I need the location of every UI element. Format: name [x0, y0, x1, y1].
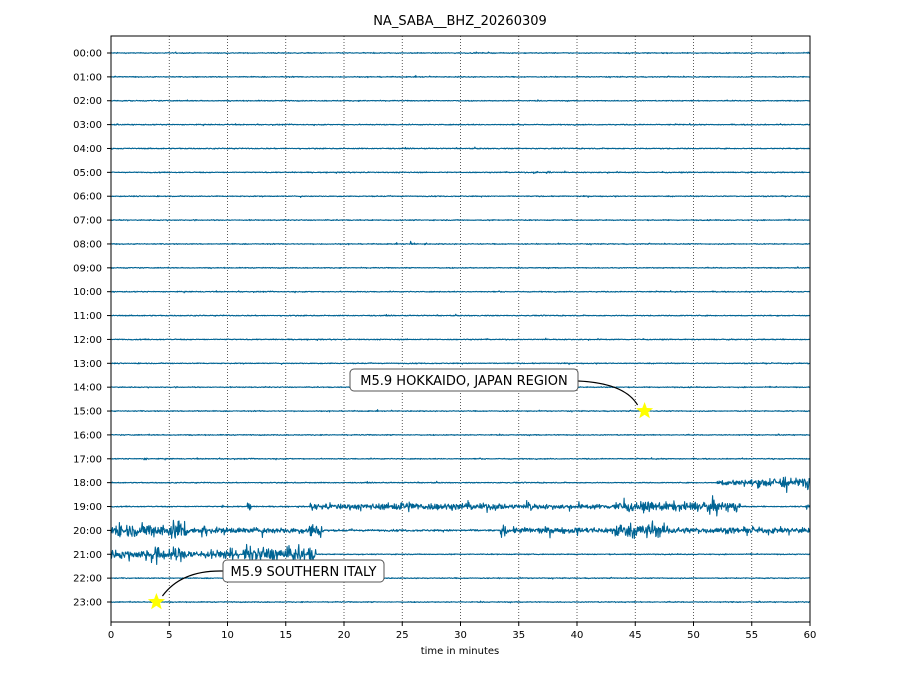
y-tick-label: 20:00 — [73, 526, 102, 537]
trace-row — [110, 576, 811, 580]
trace-row — [110, 146, 811, 150]
y-tick-label: 05:00 — [73, 168, 102, 179]
x-tick-label: 45 — [629, 630, 642, 641]
trace-row — [110, 170, 811, 175]
event-annotation: M5.9 HOKKAIDO, JAPAN REGION — [349, 368, 639, 406]
y-tick-label: 22:00 — [73, 574, 102, 585]
x-tick-label: 40 — [571, 630, 584, 641]
trace-row — [110, 74, 811, 79]
y-tick-label: 08:00 — [73, 239, 102, 250]
trace-row — [110, 543, 811, 566]
x-axis: 0 5 10 15 20 25 30 35 40 45 50 55 60 — [108, 622, 817, 641]
y-tick-label: 16:00 — [73, 430, 102, 441]
star-marker-icon — [636, 402, 654, 419]
trace-row — [110, 361, 811, 366]
trace-row — [110, 600, 811, 604]
trace-row — [110, 51, 811, 55]
x-tick-label: 0 — [108, 630, 114, 641]
y-tick-label: 00:00 — [73, 49, 102, 60]
y-tick-label: 10:00 — [73, 287, 102, 298]
x-tick-label: 55 — [745, 630, 758, 641]
annotation-arrow — [161, 570, 224, 597]
x-tick-label: 10 — [221, 630, 234, 641]
y-tick-label: 11:00 — [73, 311, 102, 322]
trace-row — [110, 122, 811, 127]
y-tick-label: 19:00 — [73, 502, 102, 513]
trace-row — [110, 433, 811, 437]
y-tick-label: 02:00 — [73, 96, 102, 107]
trace-row — [110, 240, 811, 246]
y-tick-label: 17:00 — [73, 454, 102, 465]
trace-row — [110, 409, 811, 413]
trace-row — [110, 476, 811, 494]
event-annotation: M5.9 SOUTHERN ITALY — [161, 559, 385, 597]
trace-row — [110, 266, 811, 270]
trace-row — [110, 218, 811, 222]
y-tick-label: 04:00 — [73, 144, 102, 155]
y-tick-label: 15:00 — [73, 407, 102, 418]
y-tick-label: 07:00 — [73, 216, 102, 227]
y-tick-label: 01:00 — [73, 72, 102, 83]
annotation-box — [349, 368, 579, 392]
x-tick-label: 15 — [279, 630, 292, 641]
trace-row — [110, 194, 811, 198]
x-tick-label: 35 — [512, 630, 525, 641]
trace-row — [110, 519, 811, 540]
y-tick-label: 21:00 — [73, 550, 102, 561]
x-tick-label: 60 — [804, 630, 817, 641]
trace-row — [110, 495, 811, 517]
y-axis: 00:00 01:00 02:00 03:00 04:00 05:00 06:00 07:00… — [73, 49, 111, 609]
trace-row — [110, 313, 811, 317]
trace-row — [110, 99, 811, 103]
x-tick-label: 30 — [454, 630, 467, 641]
y-tick-label: 12:00 — [73, 335, 102, 346]
chart-title: NA_SABA__BHZ_20260309 — [373, 14, 547, 29]
trace-row — [110, 457, 811, 461]
x-tick-label: 25 — [396, 630, 409, 641]
star-marker-icon — [147, 593, 165, 610]
x-tick-label: 5 — [166, 630, 172, 641]
x-tick-label: 20 — [338, 630, 351, 641]
annotation-box — [222, 559, 385, 583]
y-tick-label: 18:00 — [73, 478, 102, 489]
annotation-arrow — [577, 380, 639, 406]
y-tick-label: 14:00 — [73, 383, 102, 394]
annotation-label: M5.9 SOUTHERN ITALY — [231, 565, 377, 580]
y-tick-label: 09:00 — [73, 263, 102, 274]
annotation-label: M5.9 HOKKAIDO, JAPAN REGION — [360, 374, 567, 389]
trace-row — [110, 290, 811, 294]
annotations: M5.9 HOKKAIDO, JAPAN REGION M5.9 SOUTHERN… — [147, 368, 654, 610]
y-tick-label: 23:00 — [73, 598, 102, 609]
y-tick-label: 13:00 — [73, 359, 102, 370]
y-tick-label: 03:00 — [73, 120, 102, 131]
x-axis-label: time in minutes — [421, 646, 500, 657]
trace-row — [110, 337, 811, 341]
x-tick-label: 50 — [687, 630, 700, 641]
y-tick-label: 06:00 — [73, 192, 102, 203]
traces — [110, 51, 811, 604]
